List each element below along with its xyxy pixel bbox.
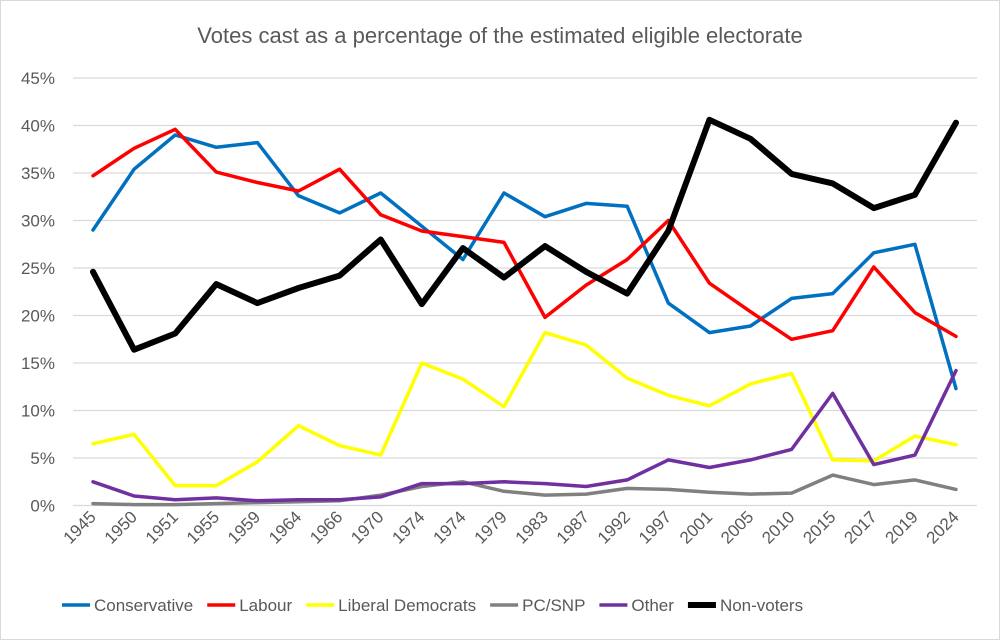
legend-label: Non-voters: [720, 596, 803, 615]
series-line-pc-snp: [91, 473, 958, 507]
y-tick-label: 40%: [21, 117, 55, 136]
y-axis-ticks: 0% 5% 10% 15% 20% 25% 30% 35% 40% 45%: [21, 69, 55, 516]
legend-label: Labour: [239, 596, 292, 615]
legend-label: Conservative: [94, 596, 193, 615]
series-lines: [90, 116, 959, 507]
legend-label: Other: [631, 596, 674, 615]
y-tick-label: 35%: [21, 164, 55, 183]
y-tick-label: 15%: [21, 354, 55, 373]
series-line-conservative: [91, 133, 958, 391]
legend-label: PC/SNP: [522, 596, 585, 615]
series-line-non-voters: [90, 116, 959, 353]
y-tick-label: 0%: [30, 497, 55, 516]
y-tick-label: 30%: [21, 212, 55, 231]
series-line-other: [91, 368, 958, 503]
legend-label: Liberal Democrats: [338, 596, 476, 615]
y-tick-label: 25%: [21, 259, 55, 278]
y-tick-label: 20%: [21, 307, 55, 326]
series-line-labour: [91, 127, 958, 342]
chart-title: Votes cast as a percentage of the estima…: [197, 23, 802, 48]
y-tick-label: 45%: [21, 69, 55, 88]
series-line-liberal-democrats: [91, 330, 958, 488]
y-tick-label: 10%: [21, 402, 55, 421]
legend: Conservative Labour Liberal Democrats PC/SN…: [62, 596, 803, 615]
gridlines: [73, 77, 977, 507]
y-tick-label: 5%: [30, 449, 55, 468]
